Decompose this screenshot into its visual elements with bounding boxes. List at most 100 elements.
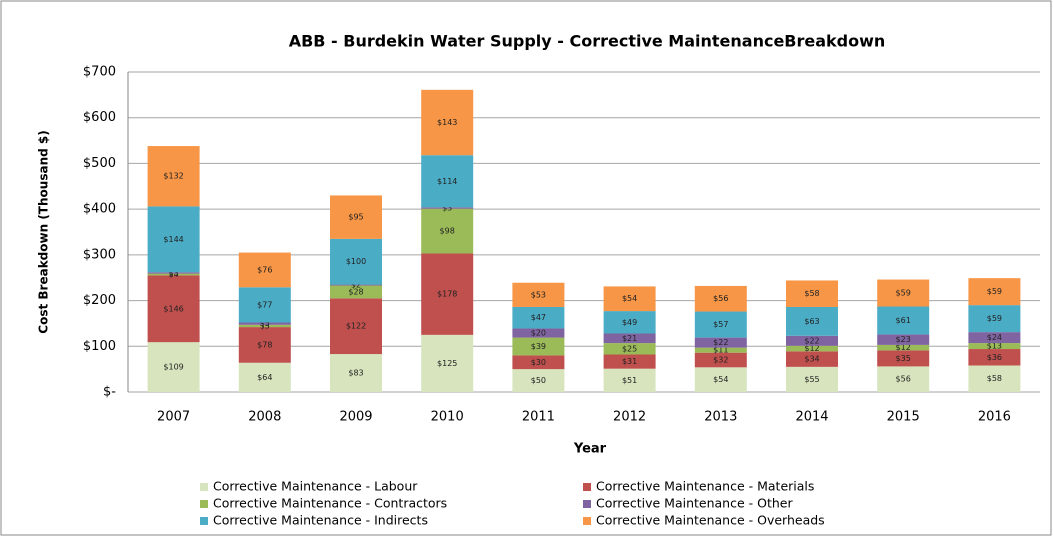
x-tick-label: 2010 [431,410,464,425]
value-label: $95 [348,213,363,222]
bar-segment [694,367,747,392]
value-label: $11 [713,346,728,355]
bar-segment [786,335,838,346]
value-label: $30 [531,358,546,367]
bar-segment [603,354,656,369]
value-label: $78 [257,340,272,349]
bar-segment [147,275,200,343]
bar-segment [603,311,656,334]
bar-segment [147,272,200,274]
value-label: $34 [804,355,819,364]
value-label: $77 [257,300,272,309]
legend-swatch [200,500,208,508]
y-tick-label: $500 [83,156,116,171]
bar-segment [877,334,930,345]
value-label: $36 [987,353,1002,362]
bar-segment [238,327,291,363]
value-label: $56 [713,294,728,303]
value-label: $22 [713,338,728,347]
value-label: $59 [896,289,911,298]
value-label: $146 [163,304,183,313]
value-label: $56 [896,375,911,384]
bar-segment [877,366,930,392]
y-tick-label: $400 [83,202,116,217]
value-label: $109 [163,363,183,372]
x-tick-label: 2016 [978,410,1011,425]
bar-segment [603,333,656,344]
legend-swatch [200,517,208,525]
bar-segment [330,284,382,286]
bar-segment [238,287,291,323]
x-tick-label: 2009 [339,410,372,425]
value-label: $5 [260,319,270,328]
bar-segment [694,347,747,353]
bar-segment [786,306,838,336]
value-label: $125 [437,359,457,368]
bar-segment [147,273,200,276]
y-tick-label: $100 [83,339,116,354]
value-label: $61 [896,316,911,325]
bar-segment [238,362,291,392]
bar-segment [786,366,838,392]
value-label: $21 [622,334,637,343]
value-label: $58 [804,289,819,298]
legend-swatch [583,500,591,508]
value-label: $13 [987,342,1002,351]
legend-label: Corrective Maintenance - Indirects [213,513,428,528]
bar-segment [147,206,200,273]
legend-swatch [583,483,591,491]
value-label: $39 [531,342,546,351]
value-label: $50 [531,376,546,385]
bar-segment [512,355,565,370]
bar-segment [786,280,838,307]
x-tick-label: 2008 [248,410,281,425]
bar-segment [877,306,930,335]
legend-swatch [200,483,208,491]
bar-segment [694,311,747,338]
value-label: $83 [348,369,363,378]
bar-segment [603,286,656,312]
value-label: $76 [257,265,272,274]
bar-segment [877,279,930,307]
bar-segment [968,343,1021,350]
value-label: $63 [804,317,819,326]
x-tick-label: 2011 [522,410,555,425]
value-label: $122 [346,322,366,331]
value-label: $59 [987,314,1002,323]
value-label: $32 [713,356,728,365]
bar-segment [786,345,838,352]
value-label: $35 [896,354,911,363]
bar-segment [877,344,930,351]
legend-label: Corrective Maintenance - Overheads [596,513,825,528]
value-label: $114 [437,177,457,186]
bar-segment [968,332,1021,344]
bar-segment [603,368,656,392]
legend-label: Corrective Maintenance - Other [596,496,793,511]
value-label: $23 [896,335,911,344]
value-label: $54 [713,375,728,384]
bar-segment [330,195,382,239]
value-label: $49 [622,318,637,327]
value-label: $22 [804,336,819,345]
value-label: $178 [437,290,457,299]
value-label: $57 [713,320,728,329]
value-label: $64 [257,373,272,382]
value-label: $53 [531,290,546,299]
legend-swatch [583,517,591,525]
x-tick-label: 2007 [157,410,190,425]
value-label: $58 [987,374,1002,383]
y-tick-label: $200 [83,293,116,308]
value-label: $59 [987,287,1002,296]
bar-segment [238,322,291,325]
bar-segment [421,155,474,208]
bar-segment [421,334,474,392]
y-tick-label: $- [103,385,116,400]
bar-segment [968,349,1021,366]
bar-segment [147,342,200,392]
bar-segment [694,337,747,348]
legend-label: Corrective Maintenance - Labour [213,479,418,494]
bar-segment [330,285,382,299]
bar-segment [330,354,382,392]
value-label: $100 [346,257,366,266]
bar-segment [421,207,474,209]
